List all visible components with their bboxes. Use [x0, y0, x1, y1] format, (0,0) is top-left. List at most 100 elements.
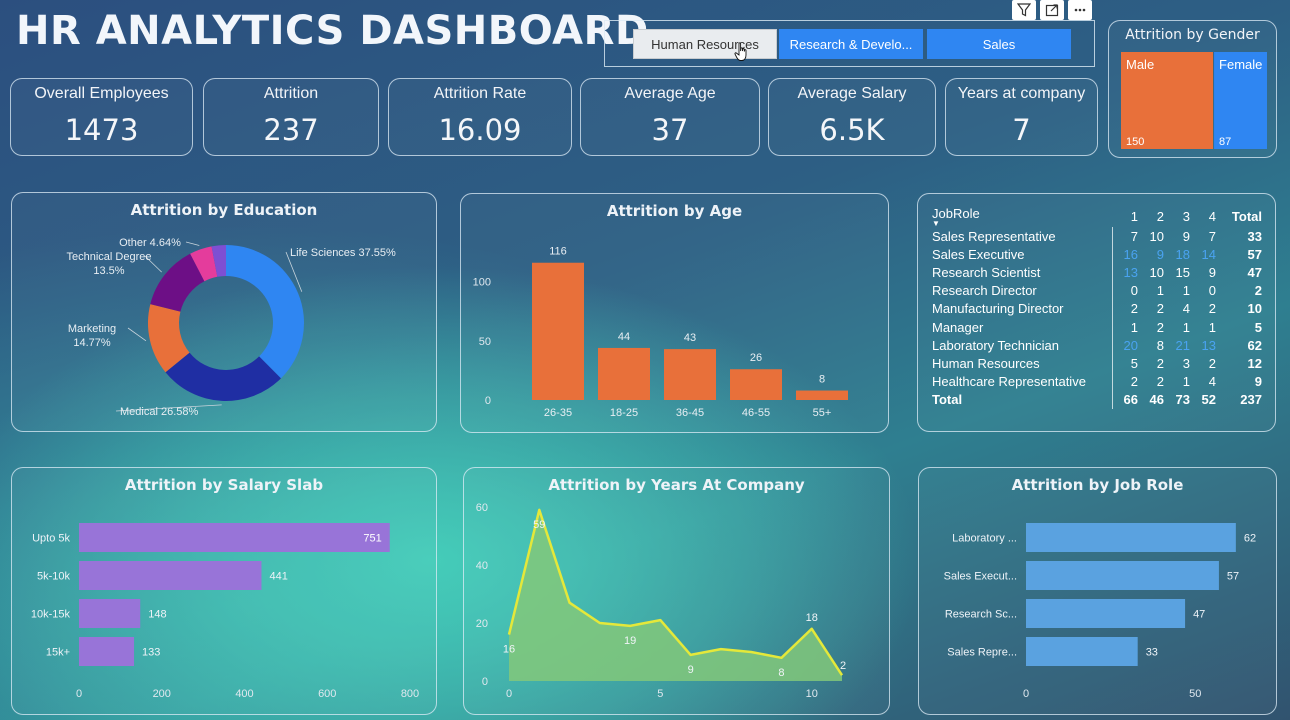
row-label: Total — [932, 392, 963, 408]
jobrole-bar-chart: 0 50 Laboratory ... 62 Sales Execut... 57 Rese… — [944, 523, 1256, 700]
bar — [796, 390, 848, 400]
table-cell: 2 — [1208, 301, 1216, 317]
data-label: 44 — [618, 331, 630, 343]
data-label: 8 — [778, 667, 784, 679]
table-cell: 46 — [1149, 392, 1164, 408]
column-header[interactable]: JobRole ▼ — [932, 206, 1112, 228]
x-tick-label: 55+ — [813, 407, 832, 419]
data-label: 57 — [1227, 571, 1239, 583]
table-row: Healthcare Representative 2 2 1 4 9 — [932, 372, 1262, 391]
kpi-label: Average Salary — [797, 85, 907, 102]
table-cell: 1 — [1156, 283, 1164, 299]
panel-title: Attrition by Age — [606, 202, 743, 220]
y-tick-label: Laboratory ... — [952, 533, 1017, 545]
x-tick-label: 400 — [235, 688, 253, 700]
education-panel: Attrition by Education Life Sciences 37.… — [11, 192, 437, 432]
table-row: Manager 1 2 1 1 5 — [932, 317, 1262, 337]
data-label: 43 — [684, 332, 696, 344]
data-label: 16 — [503, 644, 515, 656]
row-label: Human Resources — [932, 355, 1040, 371]
jobrole-matrix-table: JobRole ▼ 1 2 3 4 Total Sales Representat… — [932, 206, 1262, 409]
row-total: 5 — [1254, 319, 1262, 335]
column-header: 4 — [1208, 209, 1216, 224]
bar — [532, 262, 584, 400]
table-cell: 2 — [1156, 355, 1164, 371]
series-line — [507, 508, 844, 676]
leader-line — [127, 327, 147, 342]
sort-descending-icon: ▼ — [932, 219, 940, 228]
panel-title: Attrition by Education — [130, 201, 318, 219]
data-label: 26 — [750, 352, 762, 364]
table-total-row: Total 66 46 73 52 237 — [932, 390, 1262, 409]
donut-slice — [226, 245, 304, 379]
x-tick-label: 26-35 — [544, 407, 572, 419]
more-options-icon[interactable] — [1068, 0, 1092, 20]
table-cell: 52 — [1201, 392, 1216, 408]
donut-slice — [190, 246, 218, 282]
data-label: 148 — [148, 609, 166, 621]
table-cell: 16 — [1111, 245, 1138, 264]
table-cell: 9 — [1208, 264, 1216, 280]
data-label: Other 4.64% — [119, 237, 181, 249]
table-cell: 2 — [1208, 355, 1216, 371]
bar — [664, 349, 716, 400]
table-cell: 7 — [1111, 227, 1138, 246]
kpi-attrition: Attrition 237 — [203, 78, 379, 156]
y-tick-label: 0 — [485, 395, 491, 407]
data-label: 59 — [533, 519, 545, 531]
data-label: 441 — [269, 571, 287, 583]
hand-cursor-icon — [734, 42, 747, 61]
kpi-years-at-company: Years at company 7 — [945, 78, 1098, 156]
row-label: Manufacturing Director — [932, 301, 1064, 317]
slicer-option-sales[interactable]: Sales — [927, 29, 1071, 59]
age-bar-chart: 0 50 100 116 26-35 44 18-25 43 36-45 26 46-55 8 55+ — [473, 246, 848, 419]
leader-line — [185, 241, 200, 246]
table-cell: 3 — [1182, 355, 1190, 371]
treemap-tile — [1121, 52, 1214, 149]
y-tick-label: Sales Repre... — [947, 647, 1017, 659]
table-row: Research Scientist 13 10 15 9 47 — [932, 263, 1262, 282]
salary-panel: Attrition by Salary Slab 0 200 400 600 800 Up… — [11, 467, 437, 715]
kpi-label: Years at company — [957, 85, 1086, 102]
data-label: 9 — [688, 664, 694, 676]
row-label: Sales Executive — [932, 246, 1025, 262]
bar — [79, 599, 141, 628]
page-title: HR ANALYTICS DASHBOARD — [16, 8, 649, 54]
bar — [79, 637, 135, 666]
y-tick-label: Sales Execut... — [944, 571, 1017, 583]
data-label: 47 — [1193, 609, 1205, 621]
slicer-option-research-development[interactable]: Research & Develo... — [779, 29, 923, 59]
donut-slice — [165, 352, 281, 401]
column-header: 2 — [1156, 209, 1164, 224]
y-tick-label: 15k+ — [46, 647, 70, 659]
table-cell: 2 — [1111, 299, 1138, 318]
row-label: Laboratory Technician — [932, 337, 1059, 353]
slicer-option-human-resources[interactable]: Human Resources — [633, 29, 777, 59]
kpi-value: 16.09 — [438, 113, 522, 147]
row-total: 12 — [1247, 355, 1262, 371]
x-tick-label: 600 — [318, 688, 336, 700]
data-label: 751 — [363, 533, 381, 545]
row-label: Healthcare Representative — [932, 374, 1086, 390]
table-cell: 10 — [1149, 228, 1164, 244]
table-cell: 4 — [1182, 301, 1190, 317]
row-total: 33 — [1247, 228, 1262, 244]
focus-mode-icon[interactable] — [1040, 0, 1064, 20]
table-cell: 2 — [1156, 319, 1164, 335]
donut-slice — [150, 253, 205, 312]
bar — [79, 561, 262, 590]
kpi-value: 6.5K — [819, 113, 885, 147]
area-fill — [509, 509, 842, 681]
y-tick-label: Research Sc... — [945, 609, 1017, 621]
bar — [730, 369, 782, 400]
column-header: Total — [1231, 209, 1262, 224]
leader-line — [285, 251, 303, 292]
x-tick-label: 200 — [153, 688, 171, 700]
kpi-label: Attrition — [263, 85, 319, 102]
x-tick-label: 800 — [401, 688, 419, 700]
filter-icon[interactable] — [1012, 0, 1036, 20]
y-tick-label: 40 — [476, 560, 488, 572]
panel-title: Attrition by Years At Company — [548, 476, 805, 494]
tile-value: 150 — [1126, 136, 1144, 148]
leader-line — [144, 255, 162, 273]
